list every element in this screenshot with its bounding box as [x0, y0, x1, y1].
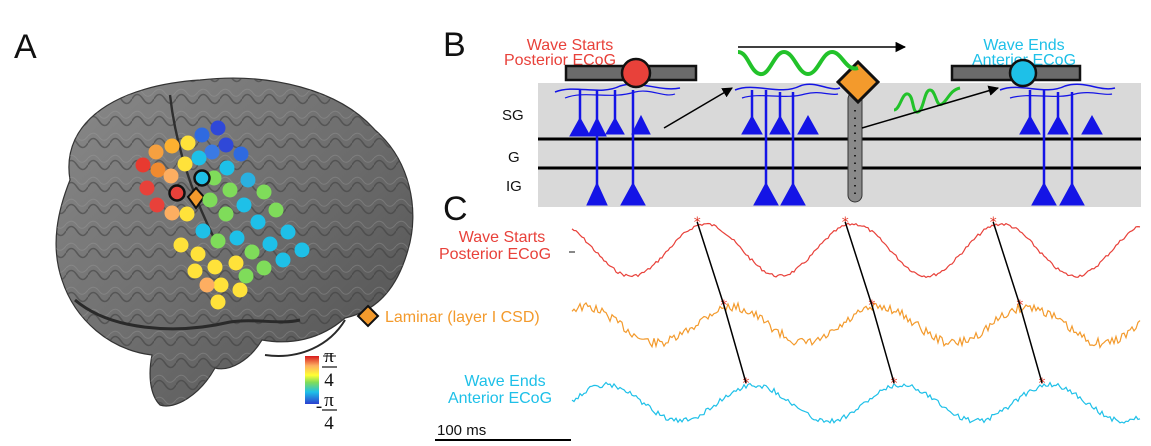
colorbar-bottom-den: 4 [324, 413, 334, 434]
traveling-wave-deep [893, 86, 961, 114]
neuron-group-anterior [999, 83, 1116, 206]
wave-starts-line1: Wave Starts [527, 37, 614, 54]
neuron-group-middle [734, 83, 841, 206]
scale-bar-label: 100 ms [437, 422, 486, 439]
laminar-legend-text: Laminar (layer I CSD) [385, 309, 540, 326]
posterior-trace [571, 222, 1141, 279]
posterior-trace-label: Wave Starts Posterior ECoG [439, 229, 551, 263]
laminar-probe [835, 59, 881, 203]
peak-connector-line [992, 221, 1043, 384]
ecog-anterior-electrode [950, 58, 1082, 88]
anterior-trace [571, 381, 1141, 424]
electrode-grid [135, 120, 310, 310]
anterior-trace-peak-marker: * [1039, 376, 1046, 392]
anterior-trace-label: Wave Ends Anterior ECoG [448, 373, 552, 407]
laminar-trace [571, 301, 1141, 349]
layer-sg-label: SG [502, 107, 524, 124]
anterior-trace-line1: Wave Ends [464, 373, 545, 390]
signal-traces: * * ** * ** * * [571, 215, 1141, 424]
layer-g-label: G [508, 149, 520, 166]
anterior-trace-peak-marker: * [891, 376, 898, 392]
traveling-wave-top [737, 41, 907, 77]
panel-a-letter: A [14, 28, 37, 66]
colorbar-top-num: π [324, 346, 334, 367]
neuron-group-posterior [554, 83, 681, 206]
propagation-arrow-left [663, 87, 733, 129]
colorbar-top-den: 4 [324, 370, 334, 391]
laminar-diamond-icon [356, 304, 380, 328]
phase-colorbar: π 4 - π 4 [305, 346, 337, 434]
panel-c-letter: C [443, 190, 468, 228]
colorbar-bottom-num: π [324, 390, 334, 411]
scale-bar: 100 ms [435, 422, 571, 441]
laminar-legend: Laminar (layer I CSD) [356, 304, 540, 328]
colorbar-bottom-sign: - [316, 396, 322, 417]
propagation-arrow-right [861, 85, 1000, 129]
cortex-layers: SG G IG [502, 83, 1141, 207]
panel-b-letter: B [443, 26, 466, 64]
ecog-posterior-electrode [564, 57, 698, 89]
peak-connector-line [696, 221, 747, 384]
peak-connector-line [844, 221, 895, 384]
wave-starts-label: Wave Starts Posterior ECoG [504, 37, 616, 69]
anterior-trace-line2: Anterior ECoG [448, 390, 552, 407]
wave-ends-line1: Wave Ends [983, 37, 1064, 54]
layer-ig-label: IG [506, 178, 522, 195]
posterior-trace-line1: Wave Starts [459, 229, 546, 246]
posterior-trace-line2: Posterior ECoG [439, 246, 551, 263]
anterior-trace-peak-marker: * [743, 376, 750, 392]
